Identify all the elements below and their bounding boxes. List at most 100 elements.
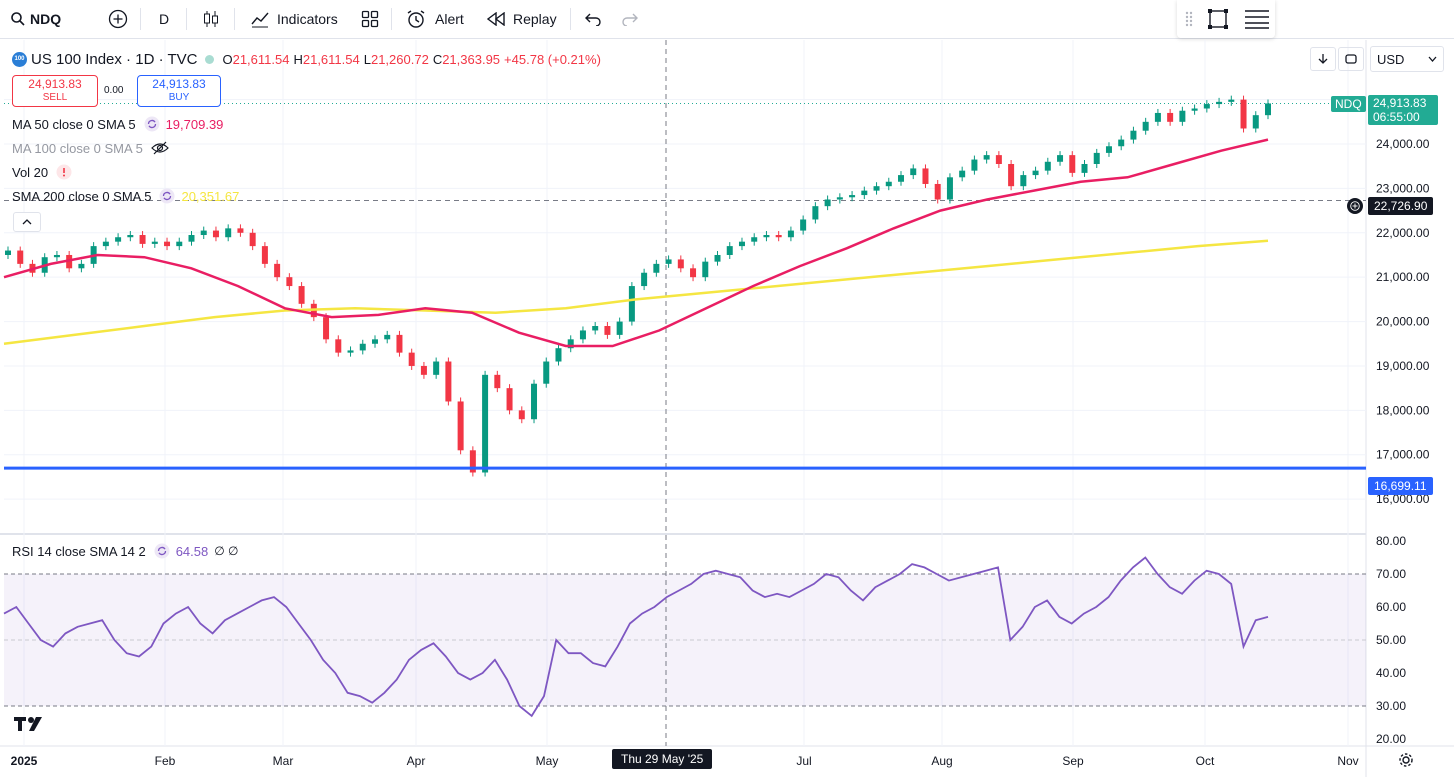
ma50-line [3,138,1269,348]
download-button[interactable] [1310,47,1336,71]
symbol-label: NDQ [30,11,62,27]
sync-button[interactable] [1338,47,1364,71]
candle-body [1093,152,1100,164]
symbol-title[interactable]: US 100 Index · 1D · TVC [31,50,198,68]
candle-body [995,155,1002,164]
candle-body [359,343,366,351]
ma50-legend[interactable]: MA 50 close 0 SMA 5 19,709.39 [12,114,223,134]
gear-icon[interactable] [1398,752,1414,768]
candle-body [983,155,990,160]
search-icon [11,12,25,26]
interval-button[interactable]: D [159,0,169,38]
candle-body [102,241,109,247]
chevron-down-icon [1428,56,1437,62]
candle-body [885,181,892,187]
candle-body [922,168,929,184]
ohlc-high-label: H [293,51,303,67]
interval-label: D [159,11,170,27]
candle-body [910,168,917,176]
candle-body [53,254,60,258]
price-tick-label: 19,000.00 [1376,359,1430,373]
symbol-search[interactable]: NDQ [10,0,61,38]
buy-button[interactable]: 24,913.83 BUY [137,75,221,107]
candle-body [176,241,183,247]
rsi-legend[interactable]: RSI 14 close SMA 14 2 64.58 ∅ ∅ [12,541,238,561]
rsi-tick-label: 40.00 [1376,666,1406,680]
candle-body [286,277,293,287]
candle-body [164,241,171,247]
candle-body [1228,99,1235,102]
sma200-value: 20,351.67 [181,188,240,204]
candle-body [1069,155,1076,173]
market-status-dot [205,54,215,64]
hline-price-tag: 16,699.11 [1368,477,1433,495]
candle-body [702,261,709,278]
candle-body [433,361,440,375]
candle-body [824,199,831,207]
sell-button[interactable]: 24,913.83 SELL [12,75,98,107]
ma100-legend[interactable]: MA 100 close 0 SMA 5 [12,138,169,158]
time-tick-label: 2025 [11,754,38,768]
last-price: 24,913.83 [1373,96,1427,110]
candle-body [616,321,623,335]
candle-body [518,410,525,420]
candle-body [751,237,758,242]
currency-select[interactable]: USD [1370,46,1444,72]
candle-body [531,383,538,420]
candle-body [1265,103,1271,116]
candle-body [567,339,574,349]
alert-button[interactable]: Alert [406,0,464,38]
candle-body [543,361,550,384]
redo-button[interactable] [622,0,638,38]
candle-body [420,365,427,375]
candle-body [274,263,281,278]
price-tick-label: 22,000.00 [1376,226,1430,240]
time-tick-label: Sep [1062,754,1084,768]
last-price-tag: 24,913.83 06:55:00 [1368,95,1438,125]
warning-icon [56,164,72,180]
candle-body [971,159,978,171]
chart-type-button[interactable] [202,0,220,38]
candle-body [861,190,868,196]
refresh-icon [154,543,170,559]
candle-body [494,374,501,389]
undo-button[interactable] [585,0,601,38]
ohlc-open: 21,611.54 [232,51,290,67]
candle-body [1191,108,1198,111]
ohlc-change: +45.78 (+0.21%) [504,51,601,67]
time-tick-label: Mar [273,754,294,768]
redo-icon [622,13,638,26]
sma200-label: SMA 200 close 0 SMA 5 [12,188,152,204]
rsi-tick-label: 80.00 [1376,534,1406,548]
collapse-legend-button[interactable] [13,212,41,232]
rsi-label: RSI 14 close SMA 14 2 [12,543,146,559]
add-symbol-button[interactable] [108,0,128,38]
ohlc-low-label: L [363,51,371,67]
buy-price: 24,913.83 [152,77,206,91]
candle-body [738,241,745,247]
candle-body [384,334,391,340]
rectangle-tool-icon[interactable] [1207,8,1229,30]
alarm-clock-icon [407,10,425,28]
candle-body [237,228,244,233]
drag-handle-icon[interactable] [1185,11,1193,27]
rsi-tick-label: 20.00 [1376,732,1406,746]
replay-label: Replay [513,11,557,27]
layouts-button[interactable] [361,0,379,38]
rsi-tick-label: 50.00 [1376,633,1406,647]
candle-body [200,230,207,236]
add-order-button[interactable] [1347,198,1363,214]
settings-lines-icon[interactable] [1244,8,1270,30]
arrow-down-icon [1318,54,1328,64]
sma200-legend[interactable]: SMA 200 close 0 SMA 5 20,351.67 [12,186,239,206]
candle-body [1142,121,1149,131]
indicators-button[interactable]: Indicators [250,0,338,38]
candle-body [1130,130,1137,140]
vol-legend[interactable]: Vol 20 [12,162,72,182]
hidden-eye-icon [150,141,169,155]
refresh-icon [159,188,175,204]
price-tick-label: 20,000.00 [1376,315,1430,329]
candle-body [946,177,953,200]
replay-button[interactable]: Replay [487,0,557,38]
